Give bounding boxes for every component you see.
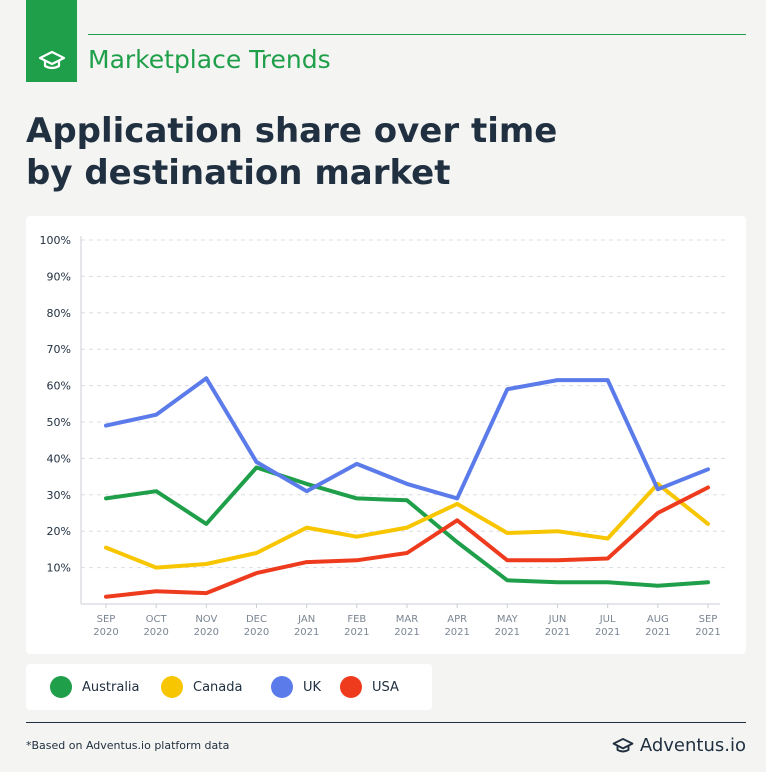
x-tick-label: 2021 <box>495 627 520 638</box>
legend-item-canada: Canada <box>161 676 242 698</box>
x-tick-label: 2021 <box>294 627 319 638</box>
x-tick-label: APR <box>447 614 467 625</box>
y-tick-label: 60% <box>47 380 71 393</box>
series-line-canada <box>104 481 710 570</box>
legend-swatch-australia <box>50 676 72 698</box>
x-tick-label: SEP <box>699 614 718 625</box>
x-tick-label: 2021 <box>645 627 670 638</box>
graduation-cap-icon <box>38 50 66 70</box>
y-tick-label: 90% <box>47 270 71 283</box>
y-tick-label: 30% <box>47 489 71 502</box>
legend-swatch-usa <box>340 676 362 698</box>
legend-swatch-canada <box>161 676 183 698</box>
legend-label-usa: USA <box>372 679 399 695</box>
section-badge <box>26 0 77 82</box>
x-tick-label: SEP <box>97 614 116 625</box>
x-tick-label: JAN <box>297 614 315 625</box>
footnote: *Based on Adventus.io platform data <box>26 739 230 752</box>
x-tick-label: 2020 <box>244 627 269 638</box>
series-line-uk <box>104 376 710 501</box>
header-divider <box>88 34 746 35</box>
x-tick-label: 2020 <box>194 627 219 638</box>
section-label: Marketplace Trends <box>88 45 331 74</box>
x-tick-label: NOV <box>195 614 217 625</box>
legend-item-usa: USA <box>340 676 399 698</box>
x-tick-label: 2020 <box>143 627 168 638</box>
page-title-line-1: Application share over time <box>26 111 558 151</box>
y-tick-label: 10% <box>47 562 71 575</box>
x-tick-label: JUL <box>599 614 616 625</box>
page-title: Application share over time by destinati… <box>26 110 726 194</box>
legend-label-uk: UK <box>303 679 322 695</box>
series-line-usa <box>104 485 710 599</box>
x-tick-label: 2021 <box>545 627 570 638</box>
x-tick-label: FEB <box>347 614 366 625</box>
chart-legend: Australia Canada UK USA <box>26 664 432 710</box>
y-tick-label: 70% <box>47 343 71 356</box>
brand-logo: Adventus.io <box>612 735 746 756</box>
x-tick-label: OCT <box>146 614 168 625</box>
legend-item-australia: Australia <box>50 676 140 698</box>
chart-card: 10% 20% 30% 40% 50% 60% 70% 80% 90% 100% SEP 2020 OC… <box>26 216 746 654</box>
legend-label-canada: Canada <box>193 679 243 695</box>
x-tick-label: 2020 <box>93 627 118 638</box>
page-title-line-2: by destination market <box>26 153 451 193</box>
x-tick-label: MAR <box>396 614 418 625</box>
legend-label-australia: Australia <box>82 679 140 695</box>
x-tick-label: 2021 <box>394 627 419 638</box>
legend-swatch-uk <box>271 676 293 698</box>
x-tick-label: AUG <box>647 614 669 625</box>
legend-item-uk: UK <box>271 676 321 698</box>
x-tick-label: DEC <box>246 614 267 625</box>
brand-name: Adventus.io <box>639 735 746 756</box>
y-tick-label: 80% <box>47 307 71 320</box>
y-tick-label: 20% <box>47 525 71 538</box>
x-tick-label: 2021 <box>595 627 620 638</box>
y-tick-label: 100% <box>40 234 71 247</box>
x-tick-label: 2021 <box>444 627 469 638</box>
footer-divider <box>26 722 746 723</box>
graduation-cap-icon <box>612 737 634 752</box>
series-line-australia <box>104 465 710 588</box>
y-tick-label: 40% <box>47 452 71 465</box>
y-tick-label: 50% <box>47 416 71 429</box>
x-tick-label: 2021 <box>695 627 720 638</box>
x-tick-label: JUN <box>548 614 567 625</box>
x-tick-label: MAY <box>497 614 519 625</box>
line-chart: 10% 20% 30% 40% 50% 60% 70% 80% 90% 100% SEP 2020 OC… <box>40 234 726 638</box>
x-tick-label: 2021 <box>344 627 369 638</box>
